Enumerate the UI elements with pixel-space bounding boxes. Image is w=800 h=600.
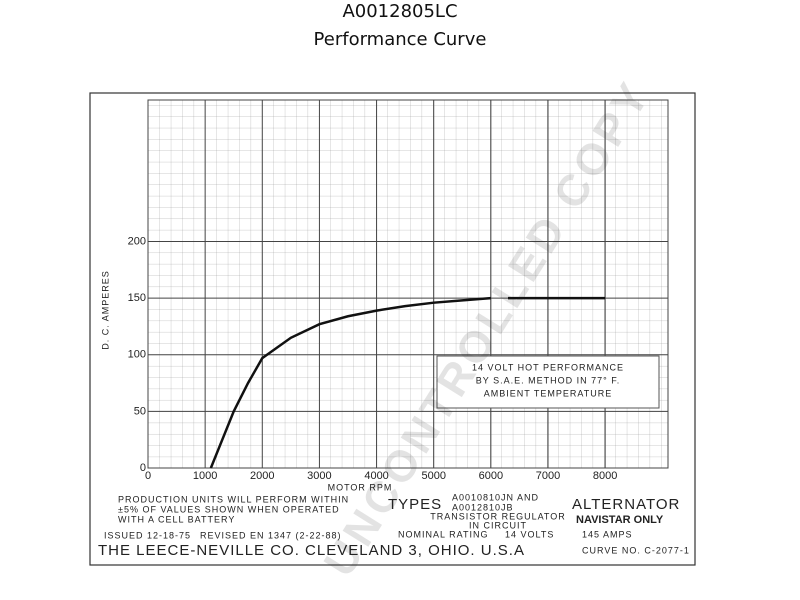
- regulator: TRANSISTOR REGULATOR: [430, 511, 566, 521]
- annotation: BY S.A.E. METHOD IN 77° F.: [476, 375, 620, 385]
- x-axis-label: MOTOR RPM: [328, 482, 393, 492]
- rating-amps: 145 AMPS: [582, 529, 633, 539]
- issued: ISSUED 12-18-75: [104, 530, 191, 540]
- annotation: AMBIENT TEMPERATURE: [484, 388, 613, 398]
- rating-volts: 14 VOLTS: [505, 529, 554, 539]
- frame: [89, 92, 696, 566]
- rating-label: NOMINAL RATING: [398, 529, 489, 539]
- y-tick-label: 200: [128, 235, 146, 247]
- note: PRODUCTION UNITS WILL PERFORM WITHIN: [118, 494, 349, 504]
- x-tick-label: 8000: [593, 470, 617, 482]
- annotation: 14 VOLT HOT PERFORMANCE: [472, 362, 624, 372]
- chart-title: A0012805LC: [342, 1, 457, 22]
- y-tick-label: 150: [128, 292, 146, 304]
- x-tick-label: 5000: [421, 470, 445, 482]
- x-tick-label: 7000: [536, 470, 560, 482]
- type: A0010810JN AND: [452, 492, 539, 502]
- line: [209, 296, 606, 469]
- x-tick-label: 3000: [307, 470, 331, 482]
- y-axis-label: D. C. AMPERES: [100, 270, 110, 350]
- regulator: IN CIRCUIT: [469, 520, 527, 530]
- y-tick-label: 50: [134, 405, 146, 417]
- type: A0012810JB: [452, 502, 514, 512]
- product: NAVISTAR ONLY: [576, 514, 664, 526]
- maker: THE LEECE-NEVILLE CO. CLEVELAND 3, OHIO.…: [98, 542, 525, 559]
- note: WITH A CELL BATTERY: [118, 514, 235, 524]
- x-tick-label: 2000: [250, 470, 274, 482]
- product: ALTERNATOR: [572, 496, 680, 513]
- y-tick-label: 100: [128, 349, 146, 361]
- curve-number: CURVE NO. C-2077-1: [582, 545, 690, 555]
- revised: REVISED EN 1347 (2-22-88): [200, 530, 342, 540]
- types-label: TYPES: [388, 496, 442, 513]
- x-tick-label: 0: [145, 470, 151, 482]
- annotation-box: [436, 355, 660, 409]
- y-tick-label: 0: [140, 462, 146, 474]
- x-tick-label: 1000: [193, 470, 217, 482]
- note: ±5% OF VALUES SHOWN WHEN OPERATED: [118, 504, 340, 514]
- x-tick-label: 6000: [479, 470, 503, 482]
- chart-subtitle: Performance Curve: [314, 29, 487, 50]
- x-tick-label: 4000: [364, 470, 388, 482]
